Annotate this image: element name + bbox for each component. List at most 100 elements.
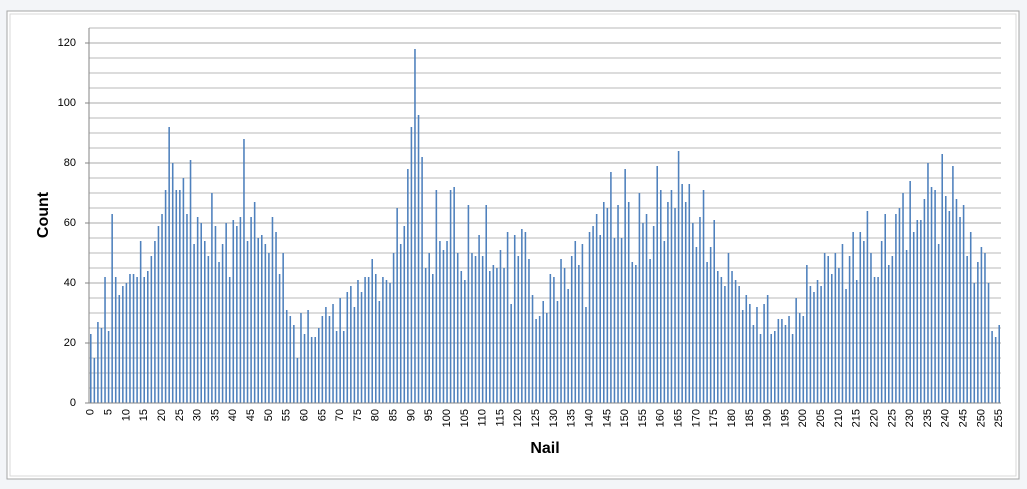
- bar: [264, 244, 267, 403]
- bar: [713, 220, 716, 403]
- bar: [560, 259, 562, 403]
- bar: [563, 268, 566, 403]
- bar: [97, 322, 99, 403]
- bar: [193, 244, 195, 403]
- bar: [788, 316, 790, 403]
- x-tick-label: 240: [940, 409, 952, 427]
- bar: [642, 223, 644, 403]
- bar: [823, 253, 826, 403]
- bar: [293, 325, 295, 403]
- bar: [332, 304, 334, 403]
- bar: [236, 226, 238, 403]
- bar: [350, 286, 352, 403]
- x-tick-label: 255: [993, 409, 1005, 427]
- bar: [228, 277, 231, 403]
- bar: [360, 292, 363, 403]
- bar: [948, 211, 951, 403]
- bar: [652, 226, 655, 403]
- bar: [578, 265, 580, 403]
- x-tick-label: 70: [334, 409, 346, 421]
- x-tick-label: 95: [423, 409, 435, 421]
- bar: [282, 253, 284, 403]
- bar: [617, 205, 619, 403]
- bar: [353, 307, 356, 403]
- bar: [952, 166, 954, 403]
- bar: [606, 208, 609, 403]
- bar: [464, 280, 466, 403]
- bar: [716, 271, 719, 403]
- bar: [727, 253, 730, 403]
- bar: [920, 220, 922, 403]
- x-tick-label: 80: [370, 409, 382, 421]
- bar: [421, 157, 423, 403]
- bar: [342, 331, 345, 403]
- bar: [681, 184, 683, 403]
- bar: [139, 241, 142, 403]
- bar: [766, 295, 769, 403]
- bar: [863, 241, 865, 403]
- bar: [310, 337, 313, 403]
- bar: [396, 208, 398, 403]
- bar: [688, 184, 691, 403]
- bar: [820, 286, 822, 403]
- bar: [813, 292, 815, 403]
- x-tick-label: 30: [192, 409, 204, 421]
- bar: [485, 205, 488, 403]
- bar: [164, 190, 167, 403]
- x-tick-label: 50: [263, 409, 275, 421]
- bar: [506, 232, 509, 403]
- bar: [89, 334, 92, 403]
- bar: [481, 256, 484, 403]
- bar: [994, 337, 997, 403]
- bar: [260, 235, 263, 403]
- bar: [702, 190, 705, 403]
- x-tick-label: 60: [298, 409, 310, 421]
- bar: [417, 115, 420, 403]
- bar: [407, 169, 409, 403]
- bar: [663, 241, 666, 403]
- bar: [492, 265, 495, 403]
- bar: [749, 304, 751, 403]
- bar: [638, 193, 641, 403]
- chart-frame-inner: [9, 13, 1017, 477]
- bar: [168, 127, 170, 403]
- bar: [122, 286, 124, 403]
- bar: [567, 289, 569, 403]
- bar: [339, 298, 341, 403]
- bar: [553, 277, 555, 403]
- bar: [246, 241, 249, 403]
- x-tick-label: 15: [138, 409, 150, 421]
- x-tick-label: 115: [494, 409, 506, 427]
- bar: [200, 223, 203, 403]
- bar: [203, 241, 206, 403]
- bar: [795, 298, 797, 403]
- bar: [428, 253, 431, 403]
- bar: [724, 286, 726, 403]
- x-tick-label: 100: [441, 409, 453, 427]
- x-tick-label: 180: [726, 409, 738, 427]
- bar: [218, 262, 220, 403]
- bar: [303, 334, 306, 403]
- bar: [471, 253, 473, 403]
- bar: [955, 199, 958, 403]
- bar: [905, 250, 908, 403]
- bar: [699, 217, 701, 403]
- bar: [610, 172, 612, 403]
- bar: [937, 244, 940, 403]
- bar: [335, 331, 338, 403]
- x-tick-label: 110: [477, 409, 489, 427]
- bar: [378, 301, 381, 403]
- x-tick-label: 90: [405, 409, 417, 421]
- bar: [809, 286, 812, 403]
- bar: [232, 220, 235, 403]
- bar: [414, 49, 416, 403]
- bar: [107, 331, 110, 403]
- bar: [196, 217, 199, 403]
- bar: [635, 265, 637, 403]
- y-tick-label: 80: [64, 157, 76, 169]
- bar: [770, 334, 773, 403]
- bar: [624, 169, 626, 403]
- bar: [991, 331, 993, 403]
- bar: [207, 256, 210, 403]
- bar: [656, 166, 659, 403]
